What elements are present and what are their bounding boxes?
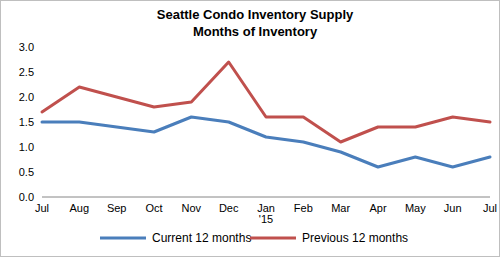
x-tick-label-part: Jul [35, 202, 49, 214]
x-tick-label: Sep [107, 202, 127, 214]
x-tick-label: Jul [35, 202, 49, 214]
x-tick-label-part: Mar [331, 202, 350, 214]
x-tick-label-part: Feb [294, 202, 313, 214]
y-tick-label: 0.0 [19, 191, 34, 203]
chart-svg: Seattle Condo Inventory Supply Months of … [0, 0, 500, 257]
x-tick-label: Jun [444, 202, 462, 214]
chart-frame [1, 1, 500, 257]
x-tick-label: Apr [369, 202, 386, 214]
x-tick-label-part: Nov [182, 202, 202, 214]
series-line [42, 117, 490, 167]
x-axis-line [42, 197, 490, 198]
legend-label: Current 12 months [152, 231, 251, 245]
y-tick-label: 2.5 [19, 66, 34, 78]
x-tick-label: Jan'15 [257, 202, 275, 225]
x-tick-label: Nov [182, 202, 202, 214]
x-tick-label-part: May [405, 202, 426, 214]
series-line [42, 62, 490, 142]
x-tick-label-part: Sep [107, 202, 127, 214]
y-tick-label: 1.0 [19, 141, 34, 153]
legend-label: Previous 12 months [302, 231, 408, 245]
x-tick-label: Mar [331, 202, 350, 214]
x-tick-label-part: Apr [369, 202, 386, 214]
y-tick-label: 1.5 [19, 116, 34, 128]
y-tick-label: 3.0 [19, 41, 34, 53]
x-tick-label: Aug [70, 202, 90, 214]
x-tick-label-part: Oct [145, 202, 162, 214]
legend-swatch [100, 237, 146, 240]
y-tick-label: 2.0 [19, 91, 34, 103]
x-tick-label-part: '15 [259, 213, 273, 225]
x-tick-label-part: Jun [444, 202, 462, 214]
y-tick-label: 0.5 [19, 166, 34, 178]
x-tick-label: Dec [219, 202, 239, 214]
chart-container: Seattle Condo Inventory Supply Months of … [0, 0, 500, 257]
x-tick-label: Feb [294, 202, 313, 214]
plot-area [42, 62, 490, 167]
x-tick-label-part: Aug [70, 202, 90, 214]
x-tick-label: May [405, 202, 426, 214]
title: Seattle Condo Inventory Supply [157, 7, 354, 22]
x-tick-label-part: Dec [219, 202, 239, 214]
x-tick-label-part: Jul [483, 202, 497, 214]
x-tick-label: Jul [483, 202, 497, 214]
subtitle: Months of Inventory [193, 24, 318, 39]
legend-swatch [250, 237, 296, 240]
x-tick-label: Oct [145, 202, 162, 214]
